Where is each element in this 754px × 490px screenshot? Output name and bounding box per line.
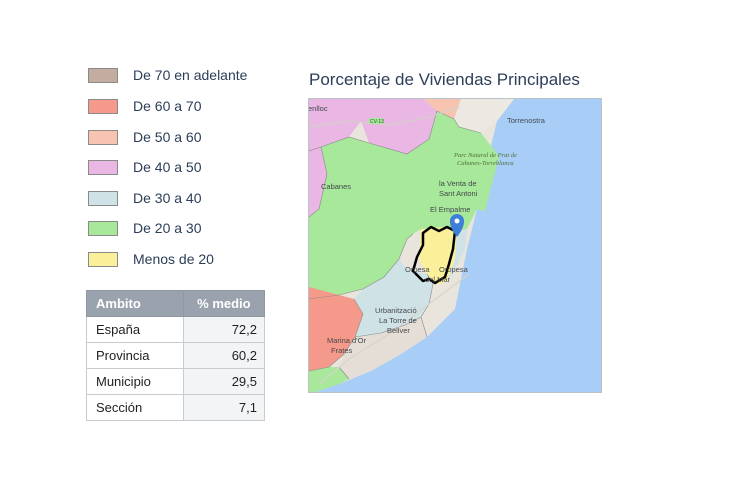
table-row: Provincia 60,2 <box>86 342 266 369</box>
section-40-50 <box>309 147 327 217</box>
legend-item-20-30: De 20 a 30 <box>88 219 288 239</box>
park-label: Parc Natural de Prat de <box>453 152 517 159</box>
legend-item-30-40: De 30 a 40 <box>88 189 288 209</box>
legend-swatch <box>88 68 118 83</box>
unclassified-section <box>454 99 514 133</box>
row-value: 7,1 <box>182 394 266 421</box>
place-label: Orpesa <box>405 265 430 274</box>
section-30-40 <box>354 259 433 337</box>
road-shield <box>369 118 383 124</box>
row-ambito: España <box>86 316 184 343</box>
road-line <box>309 106 460 128</box>
section-60-70 <box>309 287 363 371</box>
map-canvas[interactable]: enlloc CV-13 Torrenostra Parc Natural de… <box>309 99 602 393</box>
legend-item-40-50: De 40 a 50 <box>88 158 288 178</box>
legend-label: Menos de 20 <box>133 251 214 267</box>
place-label: la Venta de <box>439 179 477 188</box>
section-40-50 <box>354 99 437 154</box>
section-borders <box>309 110 482 380</box>
coastal-strip <box>477 151 499 211</box>
table-row: Municipio 29,5 <box>86 368 266 395</box>
map-view[interactable]: enlloc CV-13 Torrenostra Parc Natural de… <box>308 98 602 393</box>
row-ambito: Provincia <box>86 342 184 369</box>
legend-item-60-70: De 60 a 70 <box>88 97 288 117</box>
place-label: Cabanes <box>321 182 351 191</box>
section-50-60 <box>424 99 461 119</box>
place-label: Sant Antoni <box>439 189 478 198</box>
section-30-40 <box>447 229 467 281</box>
legend-label: De 70 en adelante <box>133 67 248 83</box>
row-value: 60,2 <box>182 342 266 369</box>
row-value: 72,2 <box>182 316 266 343</box>
legend-swatch <box>88 99 118 114</box>
legend-label: De 40 a 50 <box>133 159 202 175</box>
section-20-30 <box>309 111 495 299</box>
location-marker-icon[interactable] <box>450 214 464 237</box>
legend-item-50-60: De 50 a 60 <box>88 128 288 148</box>
stats-table: Ambito % medio España 72,2 Provincia 60,… <box>86 290 266 421</box>
legend-label: De 30 a 40 <box>133 190 202 206</box>
legend-item-70-plus: De 70 en adelante <box>88 66 288 86</box>
row-value: 29,5 <box>182 368 266 395</box>
header-medio: % medio <box>182 290 266 317</box>
table-header-row: Ambito % medio <box>86 290 266 317</box>
place-label: Marina d'Or <box>327 336 366 345</box>
place-label: Torrenostra <box>507 116 546 125</box>
section-40-50 <box>309 99 361 151</box>
legend-swatch <box>88 221 118 236</box>
row-ambito: Sección <box>86 394 184 421</box>
road-label: CV-13 <box>370 119 384 125</box>
legend-label: De 60 a 70 <box>133 98 202 114</box>
table-row: España 72,2 <box>86 316 266 343</box>
table-row: Sección 7,1 <box>86 394 266 421</box>
legend-swatch <box>88 130 118 145</box>
legend-swatch <box>88 252 118 267</box>
place-label: Frates <box>331 346 353 355</box>
unclassified-section <box>339 317 427 379</box>
park-label: Cabanes-Torreblanca <box>457 160 514 167</box>
header-ambito: Ambito <box>86 290 184 317</box>
section-20-30 <box>309 367 349 392</box>
selected-section-outline[interactable] <box>411 225 457 285</box>
place-label: Urbanització <box>375 306 417 315</box>
place-label: enlloc <box>309 104 328 113</box>
row-ambito: Municipio <box>86 368 184 395</box>
road-line <box>318 273 470 385</box>
place-label: La Torre de <box>379 316 417 325</box>
place-label: del Mar <box>425 275 451 284</box>
legend-label: De 20 a 30 <box>133 220 202 236</box>
legend-item-under-20: Menos de 20 <box>88 250 288 270</box>
map-title: Porcentaje de Viviendas Principales <box>309 70 580 89</box>
place-label: Bellver <box>387 326 410 335</box>
place-label: El Empalme <box>430 205 470 214</box>
legend-label: De 50 a 60 <box>133 129 202 145</box>
place-label: Oropesa <box>439 265 469 274</box>
legend-swatch <box>88 160 118 175</box>
legend-swatch <box>88 191 118 206</box>
